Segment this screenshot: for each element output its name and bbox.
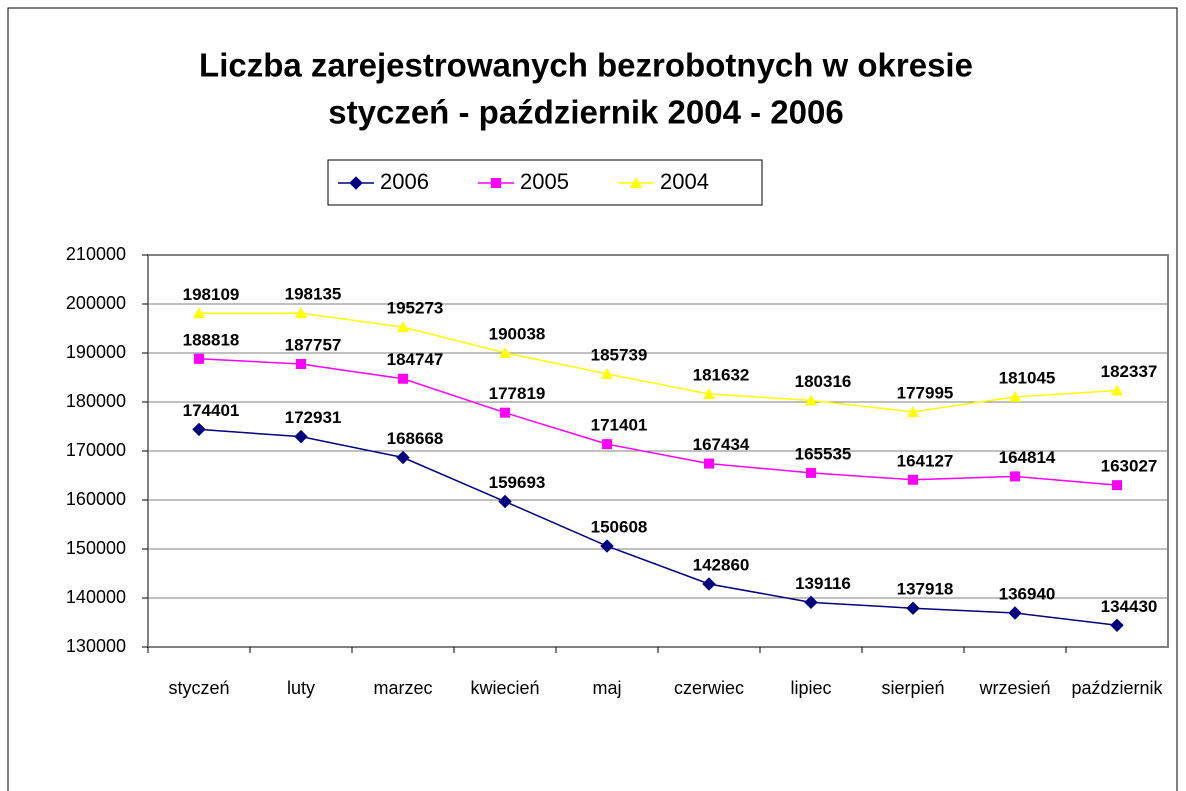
marker <box>1010 471 1020 482</box>
legend-box <box>327 159 763 206</box>
data-label: 180316 <box>795 372 852 391</box>
x-tick-label: lipiec <box>790 678 831 698</box>
legend-label: 2006 <box>380 169 429 194</box>
marker <box>906 601 920 615</box>
marker <box>1110 618 1124 633</box>
data-label: 164814 <box>999 448 1056 467</box>
data-label: 198135 <box>285 285 342 304</box>
marker <box>702 577 716 591</box>
y-tick-label: 170000 <box>66 440 126 460</box>
data-label: 198109 <box>183 285 240 304</box>
marker <box>193 307 205 319</box>
y-tick-label: 150000 <box>66 538 126 558</box>
data-label: 134430 <box>1101 597 1158 616</box>
marker <box>1009 390 1021 402</box>
data-label: 177995 <box>897 383 954 402</box>
legend-label: 2004 <box>660 169 709 194</box>
y-tick-label: 190000 <box>66 342 126 362</box>
marker <box>601 367 613 379</box>
data-label: 137918 <box>897 580 954 599</box>
data-label: 167434 <box>693 435 750 454</box>
data-label: 171401 <box>591 416 648 435</box>
series-line <box>198 358 1118 486</box>
y-tick-label: 140000 <box>66 587 126 607</box>
marker <box>602 439 612 450</box>
data-label: 163027 <box>1101 457 1158 476</box>
marker <box>294 429 308 444</box>
series-line <box>198 312 1118 413</box>
marker <box>500 407 510 418</box>
data-label: 136940 <box>999 584 1056 603</box>
marker <box>630 177 642 188</box>
y-tick-label: 200000 <box>66 293 126 313</box>
marker <box>907 405 919 417</box>
data-label: 190038 <box>489 324 546 343</box>
marker <box>806 467 816 478</box>
y-tick-label: 210000 <box>66 244 126 264</box>
marker <box>295 307 307 319</box>
data-label: 139116 <box>795 574 851 593</box>
marker <box>491 178 501 188</box>
marker <box>397 321 409 333</box>
marker <box>398 373 408 384</box>
marker <box>703 388 715 400</box>
y-tick-label: 130000 <box>66 636 126 656</box>
x-tick-label: październik <box>1071 678 1163 698</box>
series-line <box>198 428 1118 627</box>
marker <box>704 458 714 469</box>
data-label: 177819 <box>489 384 546 403</box>
data-label: 188818 <box>183 330 240 349</box>
data-label: 159693 <box>489 473 546 492</box>
marker <box>349 176 363 190</box>
y-tick-label: 180000 <box>66 391 126 411</box>
x-tick-label: sierpień <box>881 678 944 698</box>
x-tick-label: luty <box>287 678 315 698</box>
data-label: 187757 <box>285 335 342 354</box>
data-label: 150608 <box>591 518 648 537</box>
chart-title: styczeń - październik 2004 - 2006 <box>328 94 843 131</box>
data-label: 195273 <box>387 299 444 318</box>
data-label: 181045 <box>999 368 1056 387</box>
marker <box>805 394 817 406</box>
marker <box>1008 606 1022 620</box>
data-label: 184747 <box>387 350 444 369</box>
marker <box>396 450 410 465</box>
marker <box>908 474 918 485</box>
data-label: 168668 <box>387 429 444 448</box>
data-label: 185739 <box>591 345 648 364</box>
x-tick-label: maj <box>592 678 621 698</box>
x-tick-label: wrzesień <box>978 678 1050 698</box>
x-tick-label: marzec <box>373 678 432 698</box>
data-label: 165535 <box>795 444 852 463</box>
x-tick-label: kwiecień <box>470 678 539 698</box>
marker <box>1111 384 1123 396</box>
data-label: 182337 <box>1101 362 1158 381</box>
marker <box>804 595 818 610</box>
y-tick-label: 160000 <box>66 489 126 509</box>
marker <box>192 422 206 437</box>
data-label: 181632 <box>693 365 750 384</box>
x-tick-label: styczeń <box>168 678 229 698</box>
marker <box>499 346 511 358</box>
chart-title: Liczba zarejestrowanych bezrobotnych w o… <box>199 47 973 84</box>
legend-label: 2005 <box>520 169 569 194</box>
data-label: 142860 <box>693 555 750 574</box>
marker <box>296 358 306 369</box>
marker <box>1112 480 1122 491</box>
marker <box>194 353 204 364</box>
marker <box>498 494 512 509</box>
data-label: 164127 <box>897 451 954 470</box>
data-label: 174401 <box>183 401 240 420</box>
data-label: 172931 <box>285 408 342 427</box>
x-tick-label: czerwiec <box>674 678 744 698</box>
marker <box>600 539 614 553</box>
